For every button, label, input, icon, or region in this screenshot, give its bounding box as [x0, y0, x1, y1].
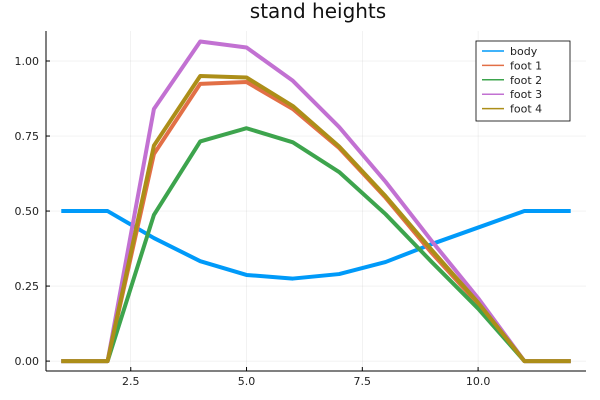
legend-label-foot-3: foot 3 [510, 88, 542, 101]
x-tick-label: 10.0 [466, 375, 491, 388]
x-tick-label: 5.0 [238, 375, 256, 388]
legend-label-foot-1: foot 1 [510, 59, 542, 72]
y-tick-label: 1.00 [15, 55, 40, 68]
tick-labels: 2.5 5.0 7.5 10.0 0.00 0.25 0.50 0.75 1.00 [15, 55, 491, 388]
series-lines [61, 39, 571, 364]
y-tick-label: 0.25 [15, 280, 40, 293]
y-tick-label: 0.00 [15, 355, 40, 368]
legend-label-foot-2: foot 2 [510, 74, 542, 87]
y-tick-label: 0.50 [15, 205, 40, 218]
legend-label-foot-4: foot 4 [510, 103, 542, 116]
x-tick-label: 7.5 [354, 375, 372, 388]
axes [45, 31, 586, 372]
legend-label-body: body [510, 45, 538, 58]
y-tick-label: 0.75 [15, 130, 40, 143]
chart-title: stand heights [250, 0, 386, 23]
series-line-foot-2 [61, 126, 571, 364]
x-tick-label: 2.5 [122, 375, 140, 388]
series-line-foot-3 [61, 39, 571, 364]
series-line-foot-4 [61, 74, 571, 364]
legend-box [475, 40, 571, 122]
